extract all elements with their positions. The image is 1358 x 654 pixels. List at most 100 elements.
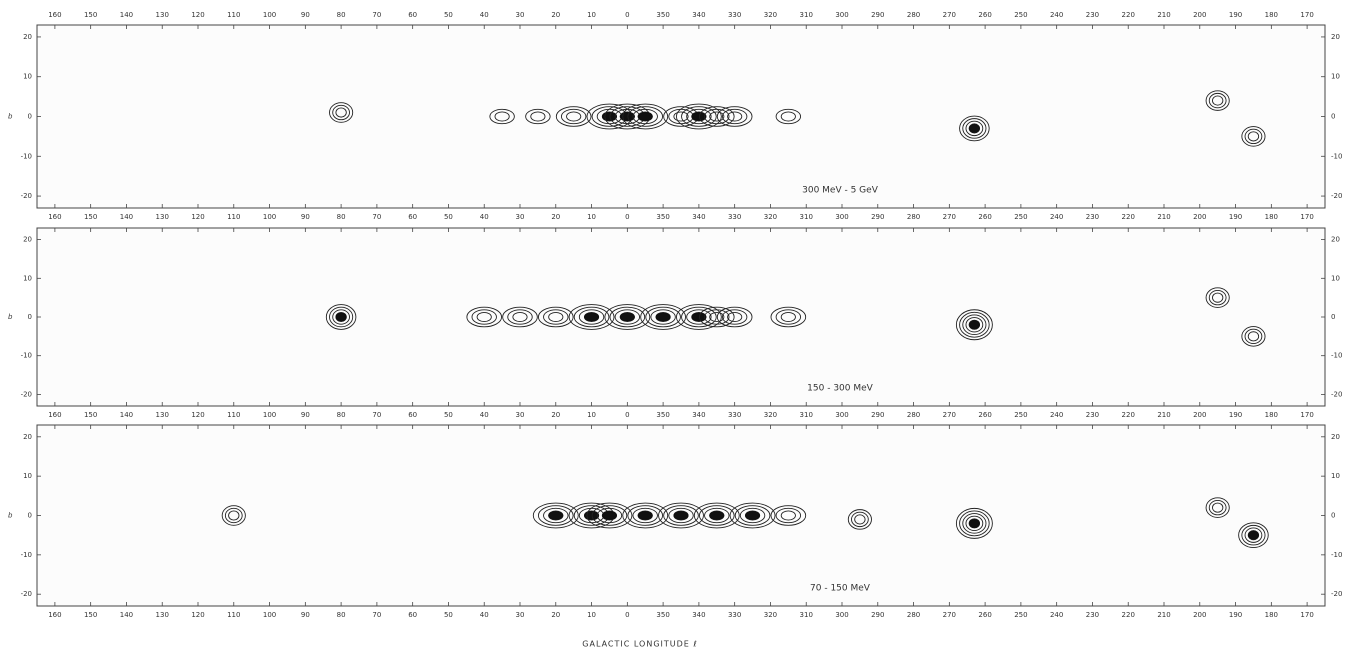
contour-ring [780, 510, 796, 521]
x-tick-label: 40 [480, 213, 489, 221]
x-tick-label: 60 [408, 213, 417, 221]
x-tick-label: 250 [1014, 611, 1027, 619]
x-tick-label: 310 [800, 411, 813, 419]
source-core [968, 320, 980, 330]
x-tick-label: 320 [764, 11, 777, 19]
x-tick-label: 230 [1086, 213, 1099, 221]
x-tick-label: 320 [764, 611, 777, 619]
source [622, 103, 669, 130]
source [675, 103, 722, 130]
x-tick-label: 210 [1157, 611, 1170, 619]
contour-ring [1208, 92, 1227, 109]
contour-ring [1241, 126, 1266, 147]
contour-ring [543, 309, 569, 325]
contour-ring [335, 107, 347, 118]
x-tick-label: 250 [1014, 11, 1027, 19]
contour-ring [955, 309, 993, 341]
x-tick-label: 10 [587, 611, 596, 619]
contour-ring [1238, 522, 1269, 549]
contour-ring [224, 507, 243, 524]
source [847, 509, 872, 530]
x-tick-label: 130 [156, 11, 169, 19]
source [586, 502, 633, 529]
source [658, 502, 704, 529]
contour-ring [1205, 497, 1230, 518]
source [955, 507, 993, 539]
source-core [673, 511, 689, 520]
x-tick-label: 40 [480, 611, 489, 619]
x-tick-label: 50 [444, 411, 453, 419]
y-tick-label: 20 [23, 236, 32, 244]
contour-ring [663, 505, 699, 526]
x-tick-label: 180 [1265, 611, 1278, 619]
y-tick-label: -10 [1331, 551, 1342, 559]
x-tick-label: 340 [692, 11, 705, 19]
contour-ring [854, 514, 866, 525]
y-tick-label: 10 [1331, 472, 1340, 480]
y-tick-label: 0 [1331, 313, 1335, 321]
contour-ring [1241, 326, 1266, 347]
x-tick-label: 260 [978, 11, 991, 19]
x-tick-label: 0 [625, 611, 629, 619]
source [532, 502, 579, 529]
x-tick-label: 80 [337, 411, 346, 419]
source-core [584, 511, 600, 520]
source [1205, 90, 1230, 111]
x-tick-label: 260 [978, 611, 991, 619]
contour-ring [1205, 90, 1230, 111]
contour-ring [614, 309, 641, 325]
contour-ring [578, 309, 605, 325]
contour-ring [698, 106, 735, 127]
source [329, 102, 354, 123]
x-tick-label: 320 [764, 213, 777, 221]
contour-ring [959, 311, 990, 338]
contour-ring [548, 311, 564, 323]
contour-ring [675, 103, 722, 130]
x-tick-label: 130 [156, 213, 169, 221]
y-axis-label: b [8, 113, 13, 121]
x-tick-label: 280 [907, 213, 920, 221]
x-tick-label: 0 [625, 213, 629, 221]
source [325, 304, 357, 330]
contour-ring [332, 309, 350, 325]
x-tick-label: 240 [1050, 611, 1063, 619]
source-core [584, 312, 600, 322]
y-tick-label: 0 [1331, 113, 1335, 121]
x-tick-label: 300 [835, 411, 848, 419]
x-tick-label: 140 [120, 611, 133, 619]
x-tick-label: 220 [1122, 11, 1135, 19]
contour-ring [325, 304, 357, 330]
contour-ring [704, 309, 730, 325]
contour-ring [566, 111, 582, 122]
y-tick-label: 10 [23, 73, 32, 81]
contour-ring [955, 507, 993, 539]
x-tick-label: 230 [1086, 11, 1099, 19]
y-tick-label: -20 [21, 590, 32, 598]
source [466, 306, 503, 328]
x-tick-label: 190 [1229, 611, 1242, 619]
contour-ring [543, 507, 569, 524]
x-tick-label: 20 [551, 11, 560, 19]
source [1205, 497, 1230, 518]
x-tick-label: 120 [191, 411, 204, 419]
source [693, 502, 740, 529]
x-tick-label: 270 [943, 11, 956, 19]
x-tick-label: 150 [84, 611, 97, 619]
x-tick-label: 230 [1086, 411, 1099, 419]
panel: 1601601501501401401301301201201101101001… [8, 11, 1342, 221]
y-tick-label: -20 [1331, 590, 1342, 598]
source-core [655, 312, 671, 322]
x-tick-label: 310 [800, 611, 813, 619]
contour-ring [681, 306, 717, 328]
source-core [548, 511, 564, 520]
energy-band: 70 - 150 MeV [810, 584, 871, 594]
contour-ring [1212, 95, 1224, 106]
y-tick-label: -10 [1331, 352, 1342, 360]
contour-ring [698, 306, 735, 328]
contour-ring [709, 311, 725, 323]
contour-ring [632, 507, 658, 524]
y-tick-label: 0 [28, 113, 32, 121]
contour-ring [693, 502, 740, 529]
source-core [691, 112, 707, 121]
contour-ring [716, 306, 753, 328]
